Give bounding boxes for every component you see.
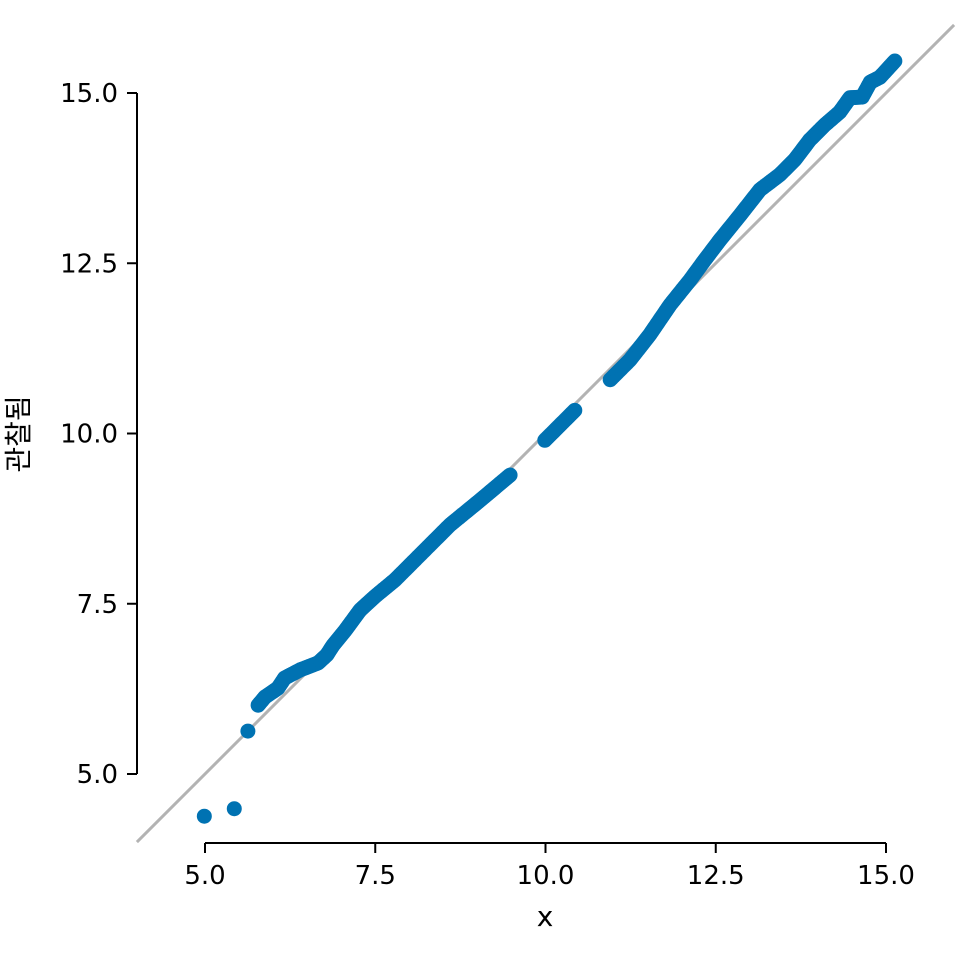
data-point bbox=[567, 402, 583, 418]
x-ticks: 5.0 7.5 10.0 12.5 15.0 bbox=[184, 843, 915, 891]
x-tick-label: 15.0 bbox=[857, 861, 915, 891]
data-point bbox=[196, 808, 212, 824]
y-tick-label: 5.0 bbox=[77, 760, 118, 790]
x-tick-label: 5.0 bbox=[184, 861, 225, 891]
y-axis-label: 관찰됨 bbox=[2, 395, 35, 472]
data-point bbox=[502, 467, 518, 483]
x-tick-label: 12.5 bbox=[687, 861, 745, 891]
data-point bbox=[240, 723, 256, 739]
data-point bbox=[887, 53, 903, 69]
y-ticks: 5.0 7.5 10.0 12.5 15.0 bbox=[60, 79, 137, 790]
x-tick-label: 7.5 bbox=[355, 861, 396, 891]
data-point bbox=[226, 801, 242, 817]
y-tick-label: 12.5 bbox=[60, 249, 118, 279]
y-tick-label: 15.0 bbox=[60, 79, 118, 109]
y-tick-label: 7.5 bbox=[77, 590, 118, 620]
x-axis-label: x bbox=[537, 900, 554, 933]
x-tick-label: 10.0 bbox=[517, 861, 575, 891]
y-tick-label: 10.0 bbox=[60, 420, 118, 450]
data-points bbox=[196, 53, 903, 824]
